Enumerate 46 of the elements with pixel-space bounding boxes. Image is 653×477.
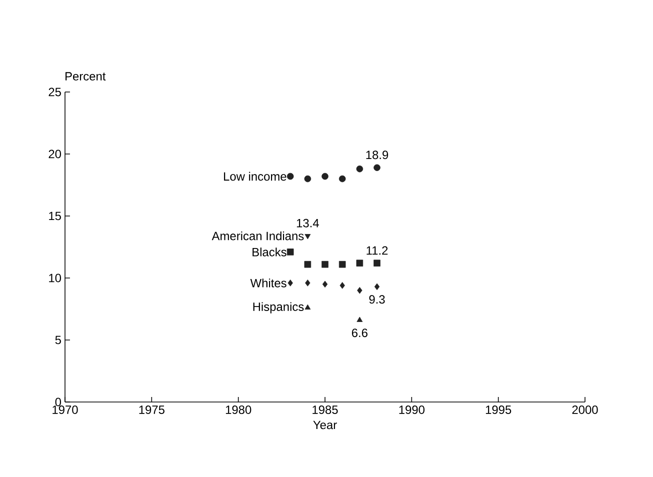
data-label: 18.9 <box>366 150 388 160</box>
y-tick-label: 15 <box>49 212 61 220</box>
point <box>322 280 328 288</box>
point <box>357 287 362 294</box>
point <box>374 164 380 172</box>
x-tick-label: 1995 <box>486 406 512 414</box>
data-label: 13.4 <box>296 218 319 228</box>
point <box>340 282 345 289</box>
point <box>286 172 294 180</box>
x-tick-label: 1980 <box>226 406 252 414</box>
point <box>338 175 346 182</box>
point <box>338 260 346 268</box>
point <box>304 304 311 310</box>
point <box>304 175 312 182</box>
point <box>322 172 328 180</box>
data-label: 11.2 <box>366 246 388 255</box>
x-tick-label: 1985 <box>312 406 338 414</box>
x-tick-label: 1975 <box>139 406 164 414</box>
point <box>322 260 328 268</box>
x-tick-label: 1990 <box>399 406 424 414</box>
point <box>305 280 310 286</box>
x-axis-title: Year <box>313 420 337 430</box>
point <box>304 234 311 240</box>
data-label: 9.3 <box>369 295 385 304</box>
point <box>288 280 293 286</box>
series-label: Whites <box>250 278 286 288</box>
y-tick-label: 5 <box>55 336 61 344</box>
series-label: American Indians <box>212 231 304 240</box>
point <box>286 248 294 256</box>
series-label: Hispanics <box>253 302 304 314</box>
y-tick-label: 25 <box>48 88 61 96</box>
series-label: Blacks <box>252 248 286 256</box>
x-tick-label: 1970 <box>52 406 78 414</box>
point <box>374 283 380 290</box>
point <box>304 260 312 268</box>
series-label: Low income <box>224 172 286 181</box>
point <box>356 316 363 322</box>
y-axis-title: Percent <box>66 72 106 80</box>
point <box>356 260 364 267</box>
y-tick-label: 0 <box>55 398 62 406</box>
point <box>374 260 380 267</box>
data-label: 6.6 <box>352 328 368 338</box>
x-tick-label: 2000 <box>572 406 598 414</box>
y-tick-label: 10 <box>49 274 62 282</box>
y-tick-label: 20 <box>48 150 62 158</box>
point <box>356 165 364 172</box>
